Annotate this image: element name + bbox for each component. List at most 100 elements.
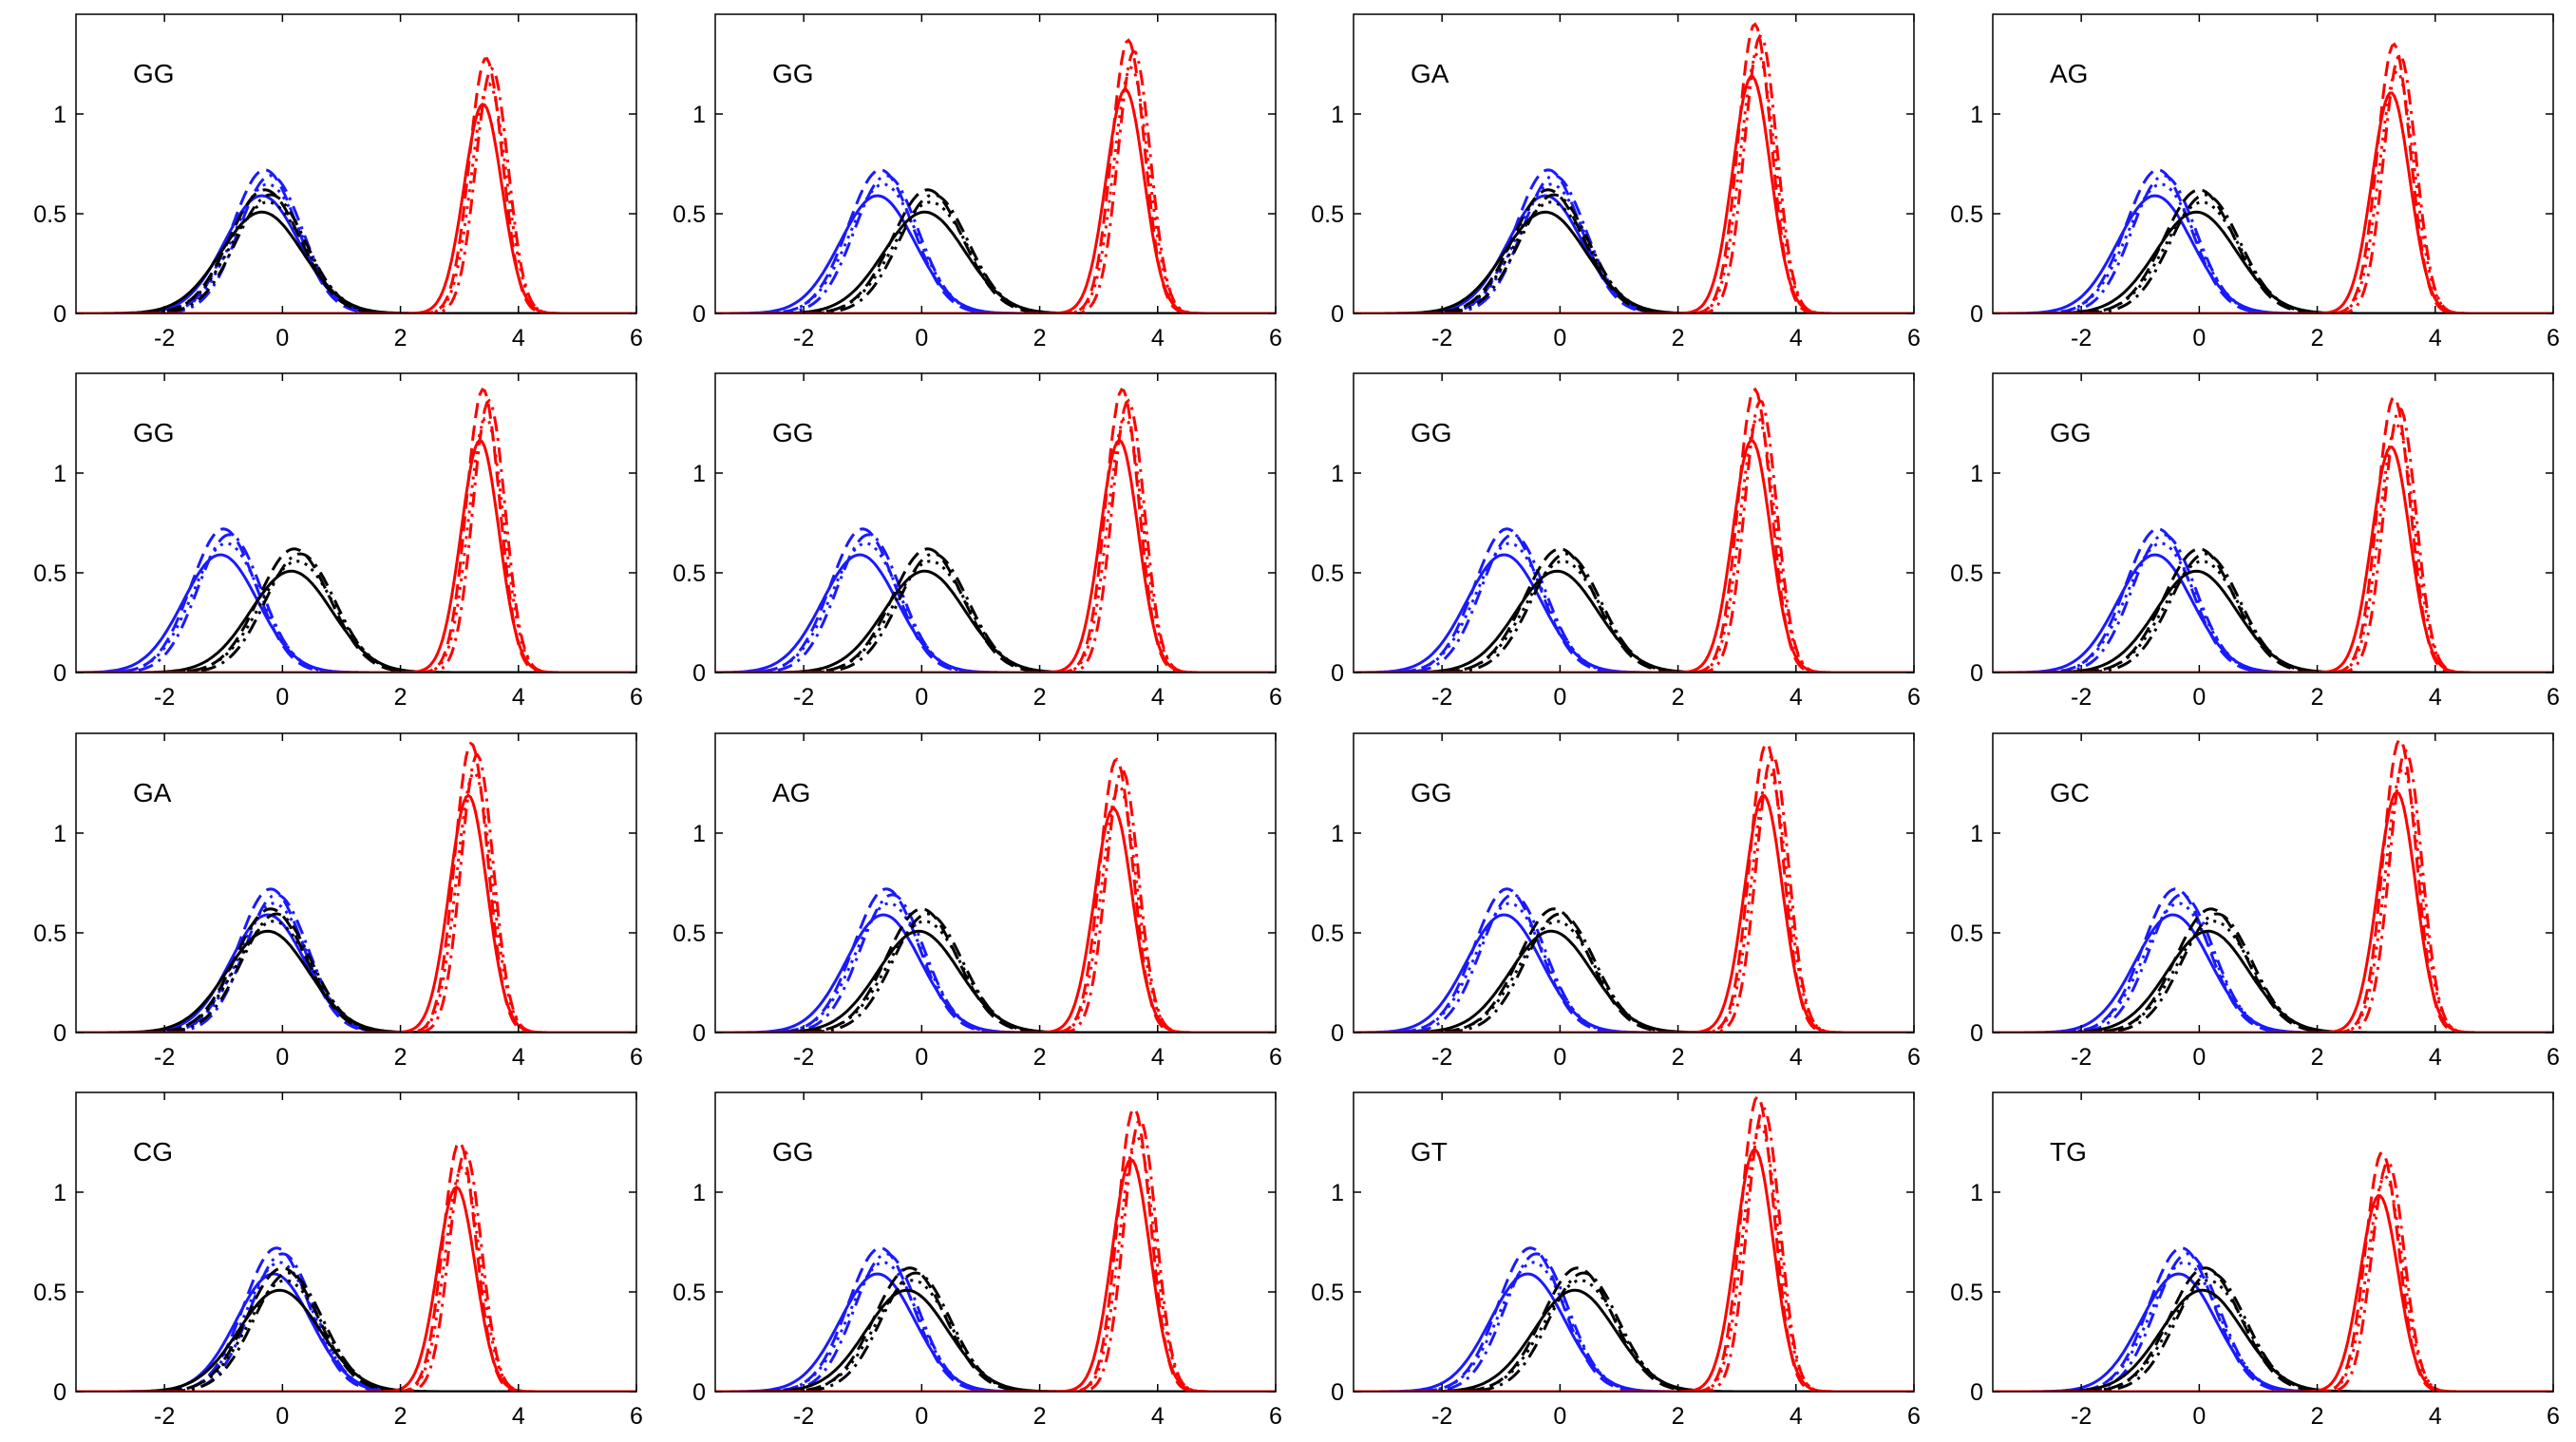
red-dashdot-curve	[1993, 749, 2553, 1033]
blue-dotted-curve	[1354, 541, 1914, 673]
x-tick-label: 0	[2192, 1044, 2206, 1071]
y-tick-label: 1	[1331, 102, 1344, 128]
axes-frame	[75, 372, 637, 674]
blue-dashed-curve	[76, 887, 636, 1033]
red-dotted-curve	[76, 416, 636, 673]
y-tick-label: 0	[692, 301, 706, 328]
red-dashed-curve	[76, 1140, 636, 1392]
blue-dotted-curve	[1993, 541, 2553, 673]
y-tick-label: 1	[1331, 821, 1344, 847]
red-dotted-curve	[76, 770, 636, 1033]
y-tick-label: 0.5	[1950, 1280, 1983, 1306]
panel-7: -2 0 2 4 6 0 0.5 1 GG	[1311, 372, 1921, 711]
blue-dashed-curve	[715, 887, 1276, 1033]
y-tick-label: 0	[1331, 1020, 1344, 1047]
blue-dashdot-curve	[715, 893, 1276, 1033]
x-tick-label: 0	[1553, 1044, 1566, 1071]
blue-dotted-curve	[1993, 1261, 2553, 1392]
black-solid-curve	[1993, 1288, 2553, 1392]
x-tick-label: -2	[1431, 684, 1452, 711]
blue-dashed-curve	[1354, 1246, 1914, 1392]
blue-solid-curve	[1354, 913, 1914, 1033]
x-tick-label: 6	[1907, 325, 1921, 351]
blue-dotted-curve	[715, 901, 1276, 1033]
x-tick-label: 6	[2547, 1403, 2560, 1430]
x-tick-label: 2	[394, 1403, 407, 1430]
blue-dotted-curve	[76, 1261, 636, 1392]
y-tick-label: 0.5	[1311, 1280, 1344, 1306]
black-dashdot-curve	[1354, 1271, 1914, 1392]
x-tick-label: 4	[1790, 1403, 1803, 1430]
blue-solid-curve	[1993, 1272, 2553, 1392]
red-dotted-curve	[715, 66, 1276, 313]
blue-dashed-curve	[76, 168, 636, 313]
x-tick-label: -2	[154, 684, 175, 711]
black-solid-curve	[1354, 210, 1914, 313]
panel-16: -2 0 2 4 6 0 0.5 1 TG	[1950, 1091, 2560, 1430]
blue-dashdot-curve	[1993, 174, 2553, 313]
blue-dotted-curve	[1354, 182, 1914, 313]
blue-dashdot-curve	[76, 174, 636, 313]
x-tick-label: 4	[1151, 325, 1165, 351]
black-dashdot-curve	[715, 1271, 1276, 1392]
x-tick-label: 6	[1907, 684, 1921, 711]
red-dotted-curve	[1993, 767, 2553, 1033]
blue-dotted-curve	[1993, 182, 2553, 313]
x-tick-label: 4	[1151, 684, 1165, 711]
x-tick-label: 0	[275, 684, 289, 711]
black-dotted-curve	[1993, 920, 2553, 1033]
x-tick-label: 2	[1033, 1044, 1047, 1071]
x-tick-label: 4	[1790, 325, 1803, 351]
y-tick-label: 0	[1331, 660, 1344, 687]
x-tick-label: 2	[394, 684, 407, 711]
x-tick-label: 0	[2192, 325, 2206, 351]
blue-dotted-curve	[1354, 901, 1914, 1033]
blue-dashdot-curve	[76, 1252, 636, 1392]
panel-label: AG	[772, 778, 810, 807]
y-tick-label: 0	[692, 1379, 706, 1406]
y-tick-label: 0.5	[1311, 201, 1344, 228]
y-tick-label: 1	[53, 821, 66, 847]
x-tick-label: 4	[2429, 684, 2442, 711]
blue-dotted-curve	[76, 541, 636, 673]
red-dashed-curve	[715, 1107, 1276, 1392]
blue-solid-curve	[1354, 194, 1914, 313]
red-solid-curve	[1993, 446, 2553, 673]
red-solid-curve	[715, 87, 1276, 313]
panel-label: GG	[772, 418, 814, 447]
y-tick-label: 0.5	[33, 920, 66, 947]
panel-label: GG	[1411, 778, 1452, 807]
black-solid-curve	[76, 210, 636, 313]
blue-dashdot-curve	[1354, 533, 1914, 673]
black-dotted-curve	[1993, 1279, 2553, 1392]
x-tick-label: 6	[1907, 1044, 1921, 1071]
blue-dashed-curve	[1993, 168, 2553, 313]
x-tick-label: -2	[793, 684, 814, 711]
red-solid-curve	[76, 793, 636, 1033]
panel-label: CG	[133, 1137, 173, 1167]
red-solid-curve	[715, 438, 1276, 673]
y-tick-label: 0	[1331, 301, 1344, 328]
blue-solid-curve	[76, 194, 636, 313]
plot-area	[76, 57, 636, 313]
x-tick-label: 2	[394, 325, 407, 351]
x-tick-label: 6	[630, 684, 643, 711]
x-tick-label: -2	[154, 325, 175, 351]
black-solid-curve	[715, 929, 1276, 1033]
axes-frame	[714, 13, 1277, 314]
y-tick-label: 0.5	[33, 560, 66, 587]
x-tick-label: -2	[1431, 325, 1452, 351]
blue-dashed-curve	[1354, 527, 1914, 673]
y-tick-label: 1	[53, 1180, 66, 1206]
black-dashed-curve	[715, 1266, 1276, 1392]
red-dashdot-curve	[1993, 1160, 2553, 1392]
red-dotted-curve	[1354, 50, 1914, 313]
panel-5: -2 0 2 4 6 0 0.5 1 GG	[33, 372, 643, 711]
x-tick-label: 6	[630, 1403, 643, 1430]
panel-label: TG	[2050, 1137, 2087, 1167]
axes-frame	[714, 372, 1277, 674]
red-solid-curve	[1354, 75, 1914, 313]
blue-dashed-curve	[1993, 887, 2553, 1033]
black-dashed-curve	[76, 188, 636, 313]
black-dashdot-curve	[76, 552, 636, 673]
